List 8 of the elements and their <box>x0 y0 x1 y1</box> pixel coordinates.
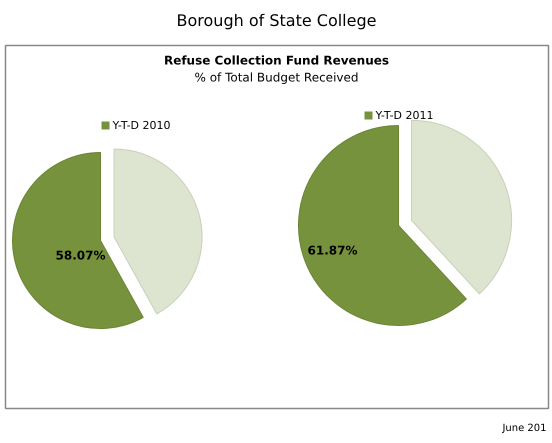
text: June 201 <box>501 423 547 434</box>
legend-label: Y-T-D 2011 <box>374 109 434 122</box>
text: Borough of State College <box>176 11 376 30</box>
text: Refuse Collection Fund Revenues <box>164 54 390 68</box>
data-label: 58.07% <box>56 248 106 262</box>
text: % of Total Budget Received <box>194 70 359 84</box>
data-label: 61.87% <box>308 244 358 258</box>
legend-label: Y-T-D 2010 <box>112 119 171 132</box>
